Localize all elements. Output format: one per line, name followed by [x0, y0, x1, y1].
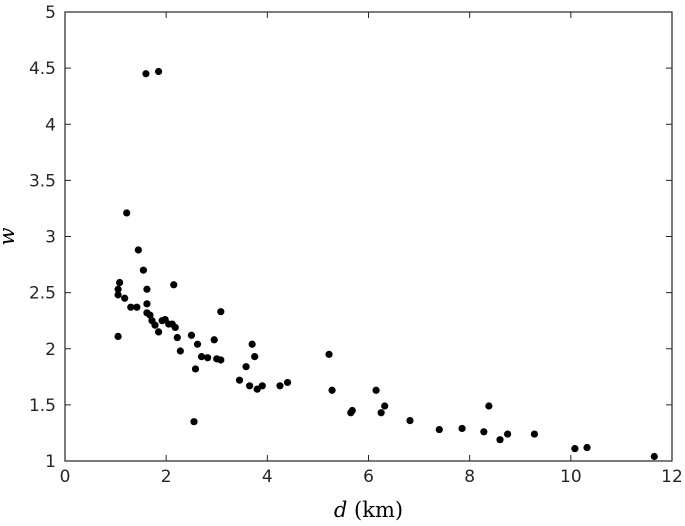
- y-tick-label: 1.5: [29, 396, 56, 416]
- data-point: [143, 300, 151, 308]
- data-point: [204, 354, 212, 362]
- data-point: [170, 281, 178, 289]
- data-point: [530, 430, 539, 438]
- data-point: [283, 378, 292, 387]
- y-tick-label: 3.5: [29, 171, 56, 191]
- data-point: [246, 382, 254, 390]
- x-tick-label: 12: [661, 467, 683, 487]
- data-point: [248, 340, 256, 348]
- data-point: [242, 363, 250, 371]
- x-tick-label: 0: [60, 467, 71, 487]
- data-points: [114, 67, 658, 461]
- data-point: [123, 209, 131, 217]
- data-point: [127, 303, 135, 311]
- data-point: [325, 350, 333, 358]
- y-tick-label: 5: [45, 3, 56, 23]
- data-point: [190, 418, 198, 426]
- y-axis-label-var: w: [0, 227, 19, 245]
- data-point: [146, 311, 154, 319]
- x-axis-label-unit: (km): [347, 498, 403, 522]
- data-point: [372, 386, 380, 394]
- x-tick-label: 6: [363, 467, 374, 487]
- data-point: [583, 443, 591, 452]
- data-point: [193, 340, 202, 348]
- data-point: [121, 294, 129, 302]
- data-point: [381, 402, 389, 410]
- data-point: [251, 353, 259, 361]
- data-point: [406, 416, 414, 425]
- data-point: [143, 285, 151, 293]
- axis-ticks: 0 2 4 6 8 10 12 1 1.5 2 2.5 3 3.5 4 4.5 5: [29, 3, 683, 487]
- data-point: [377, 409, 385, 417]
- data-point: [114, 332, 122, 340]
- data-point: [197, 353, 206, 361]
- data-point: [571, 445, 579, 453]
- y-tick-label: 2.5: [29, 284, 56, 304]
- data-point: [154, 328, 163, 336]
- data-point: [458, 424, 466, 433]
- x-tick-label: 4: [262, 467, 273, 487]
- data-point: [328, 386, 336, 394]
- x-axis-label-var: d: [334, 498, 347, 522]
- x-tick-label: 10: [560, 467, 582, 487]
- plot-frame: [64, 11, 673, 462]
- data-point: [191, 365, 200, 373]
- data-point: [154, 67, 163, 76]
- data-point: [258, 382, 266, 390]
- y-tick-label: 3: [45, 228, 56, 248]
- data-point: [496, 436, 504, 444]
- y-tick-label: 1: [45, 452, 56, 472]
- x-tick-label: 2: [161, 467, 172, 487]
- data-point: [348, 406, 356, 415]
- data-point: [217, 356, 225, 364]
- y-axis-label: w: [0, 227, 19, 245]
- data-point: [151, 321, 159, 329]
- data-point: [485, 402, 493, 410]
- y-tick-label: 4: [45, 115, 56, 135]
- data-point: [235, 376, 244, 384]
- x-axis-label: d (km): [334, 498, 403, 522]
- data-point: [210, 336, 218, 344]
- y-tick-label: 2: [45, 340, 56, 360]
- data-point: [114, 285, 122, 293]
- data-point: [171, 323, 179, 332]
- data-point: [116, 278, 124, 287]
- data-point: [139, 266, 147, 274]
- data-point: [435, 425, 443, 434]
- data-point: [134, 246, 142, 254]
- y-tick-label: 4.5: [29, 59, 56, 79]
- data-point: [133, 303, 141, 311]
- data-point: [142, 70, 150, 78]
- data-point: [253, 385, 261, 393]
- data-point: [650, 452, 658, 461]
- data-point: [217, 308, 225, 316]
- data-point: [173, 333, 181, 342]
- data-point: [187, 331, 196, 339]
- data-point: [276, 382, 284, 390]
- data-point: [114, 291, 122, 299]
- data-point: [504, 430, 512, 438]
- x-tick-label: 8: [464, 467, 475, 487]
- data-point: [480, 428, 488, 436]
- data-point: [176, 347, 184, 355]
